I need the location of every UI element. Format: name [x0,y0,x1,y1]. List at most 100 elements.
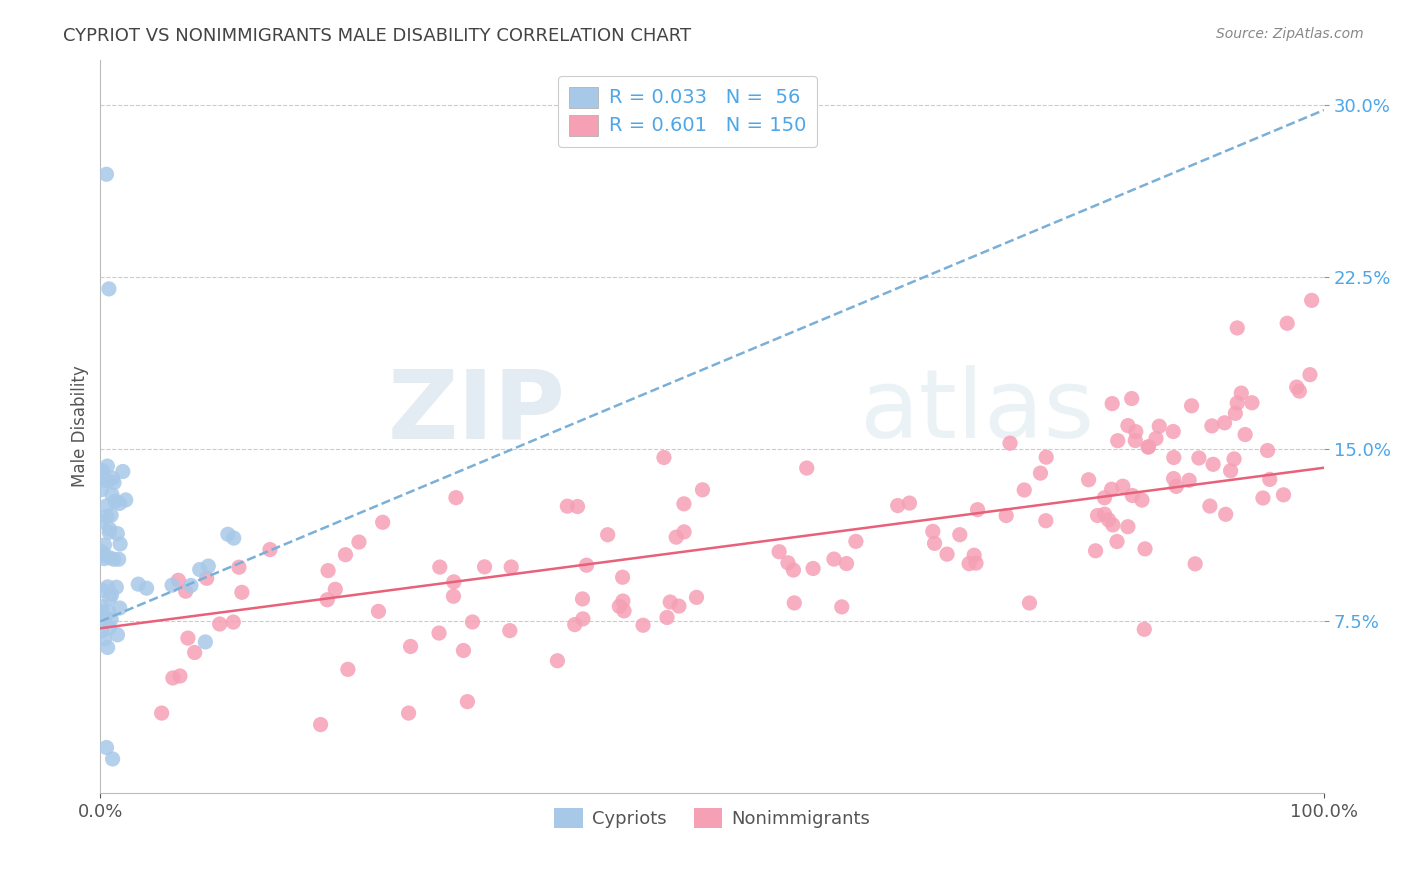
Point [309,717,332,731]
Point [1116,418,1139,433]
Point [659,595,682,609]
Point [1299,368,1322,382]
Point [963,548,986,562]
Point [1101,396,1123,410]
Point [1077,473,1099,487]
Text: atlas: atlas [859,366,1094,458]
Point [1105,534,1128,549]
Point [655,610,678,624]
Point [1018,596,1040,610]
Point [443,574,465,589]
Point [91,583,114,598]
Point [96,167,118,181]
Point [692,483,714,497]
Point [90,624,112,639]
Point [652,450,675,465]
Point [831,599,853,614]
Point [96,499,118,513]
Point [427,626,450,640]
Point [101,471,124,485]
Point [93,538,115,552]
Point [1102,517,1125,532]
Point [98,522,121,536]
Point [96,474,118,488]
Point [501,560,523,574]
Point [222,615,245,629]
Point [1225,406,1247,420]
Point [957,557,980,571]
Point [571,591,593,606]
Point [921,524,943,539]
Point [1137,440,1160,454]
Point [1219,464,1241,478]
Point [228,560,250,574]
Point [316,564,339,578]
Point [1226,396,1249,410]
Point [1288,384,1310,398]
Point [823,552,845,566]
Point [1112,479,1135,493]
Text: ZIP: ZIP [388,366,565,458]
Point [776,556,799,570]
Point [183,645,205,659]
Point [672,497,695,511]
Point [1180,399,1202,413]
Point [685,591,707,605]
Point [1130,493,1153,508]
Point [93,632,115,646]
Point [835,557,858,571]
Point [91,545,114,559]
Point [398,706,420,720]
Point [101,752,124,766]
Point [783,596,806,610]
Point [1163,450,1185,465]
Point [177,631,200,645]
Point [1133,541,1156,556]
Point [443,589,465,603]
Point [429,560,451,574]
Point [609,599,631,614]
Point [1123,434,1146,448]
Legend: Cypriots, Nonimmigrants: Cypriots, Nonimmigrants [547,800,877,836]
Point [323,582,346,597]
Point [1257,443,1279,458]
Point [91,470,114,484]
Point [596,527,619,541]
Point [217,527,239,541]
Point [1178,473,1201,487]
Point [104,494,127,508]
Point [1163,472,1185,486]
Point [1161,425,1184,439]
Point [107,552,129,566]
Point [898,496,921,510]
Point [1097,513,1119,527]
Point [108,496,131,510]
Point [801,561,824,575]
Point [612,594,634,608]
Point [347,535,370,549]
Point [97,605,120,619]
Point [1201,418,1223,433]
Point [1213,416,1236,430]
Point [111,465,134,479]
Point [197,559,219,574]
Point [796,461,818,475]
Point [1202,458,1225,472]
Point [474,559,496,574]
Point [444,491,467,505]
Point [1121,489,1143,503]
Point [231,585,253,599]
Point [195,571,218,585]
Point [845,534,868,549]
Point [371,516,394,530]
Point [194,635,217,649]
Point [567,500,589,514]
Point [499,624,522,638]
Point [97,282,120,296]
Point [160,578,183,592]
Point [1133,622,1156,636]
Point [180,578,202,592]
Point [108,601,131,615]
Point [98,621,121,635]
Point [399,640,422,654]
